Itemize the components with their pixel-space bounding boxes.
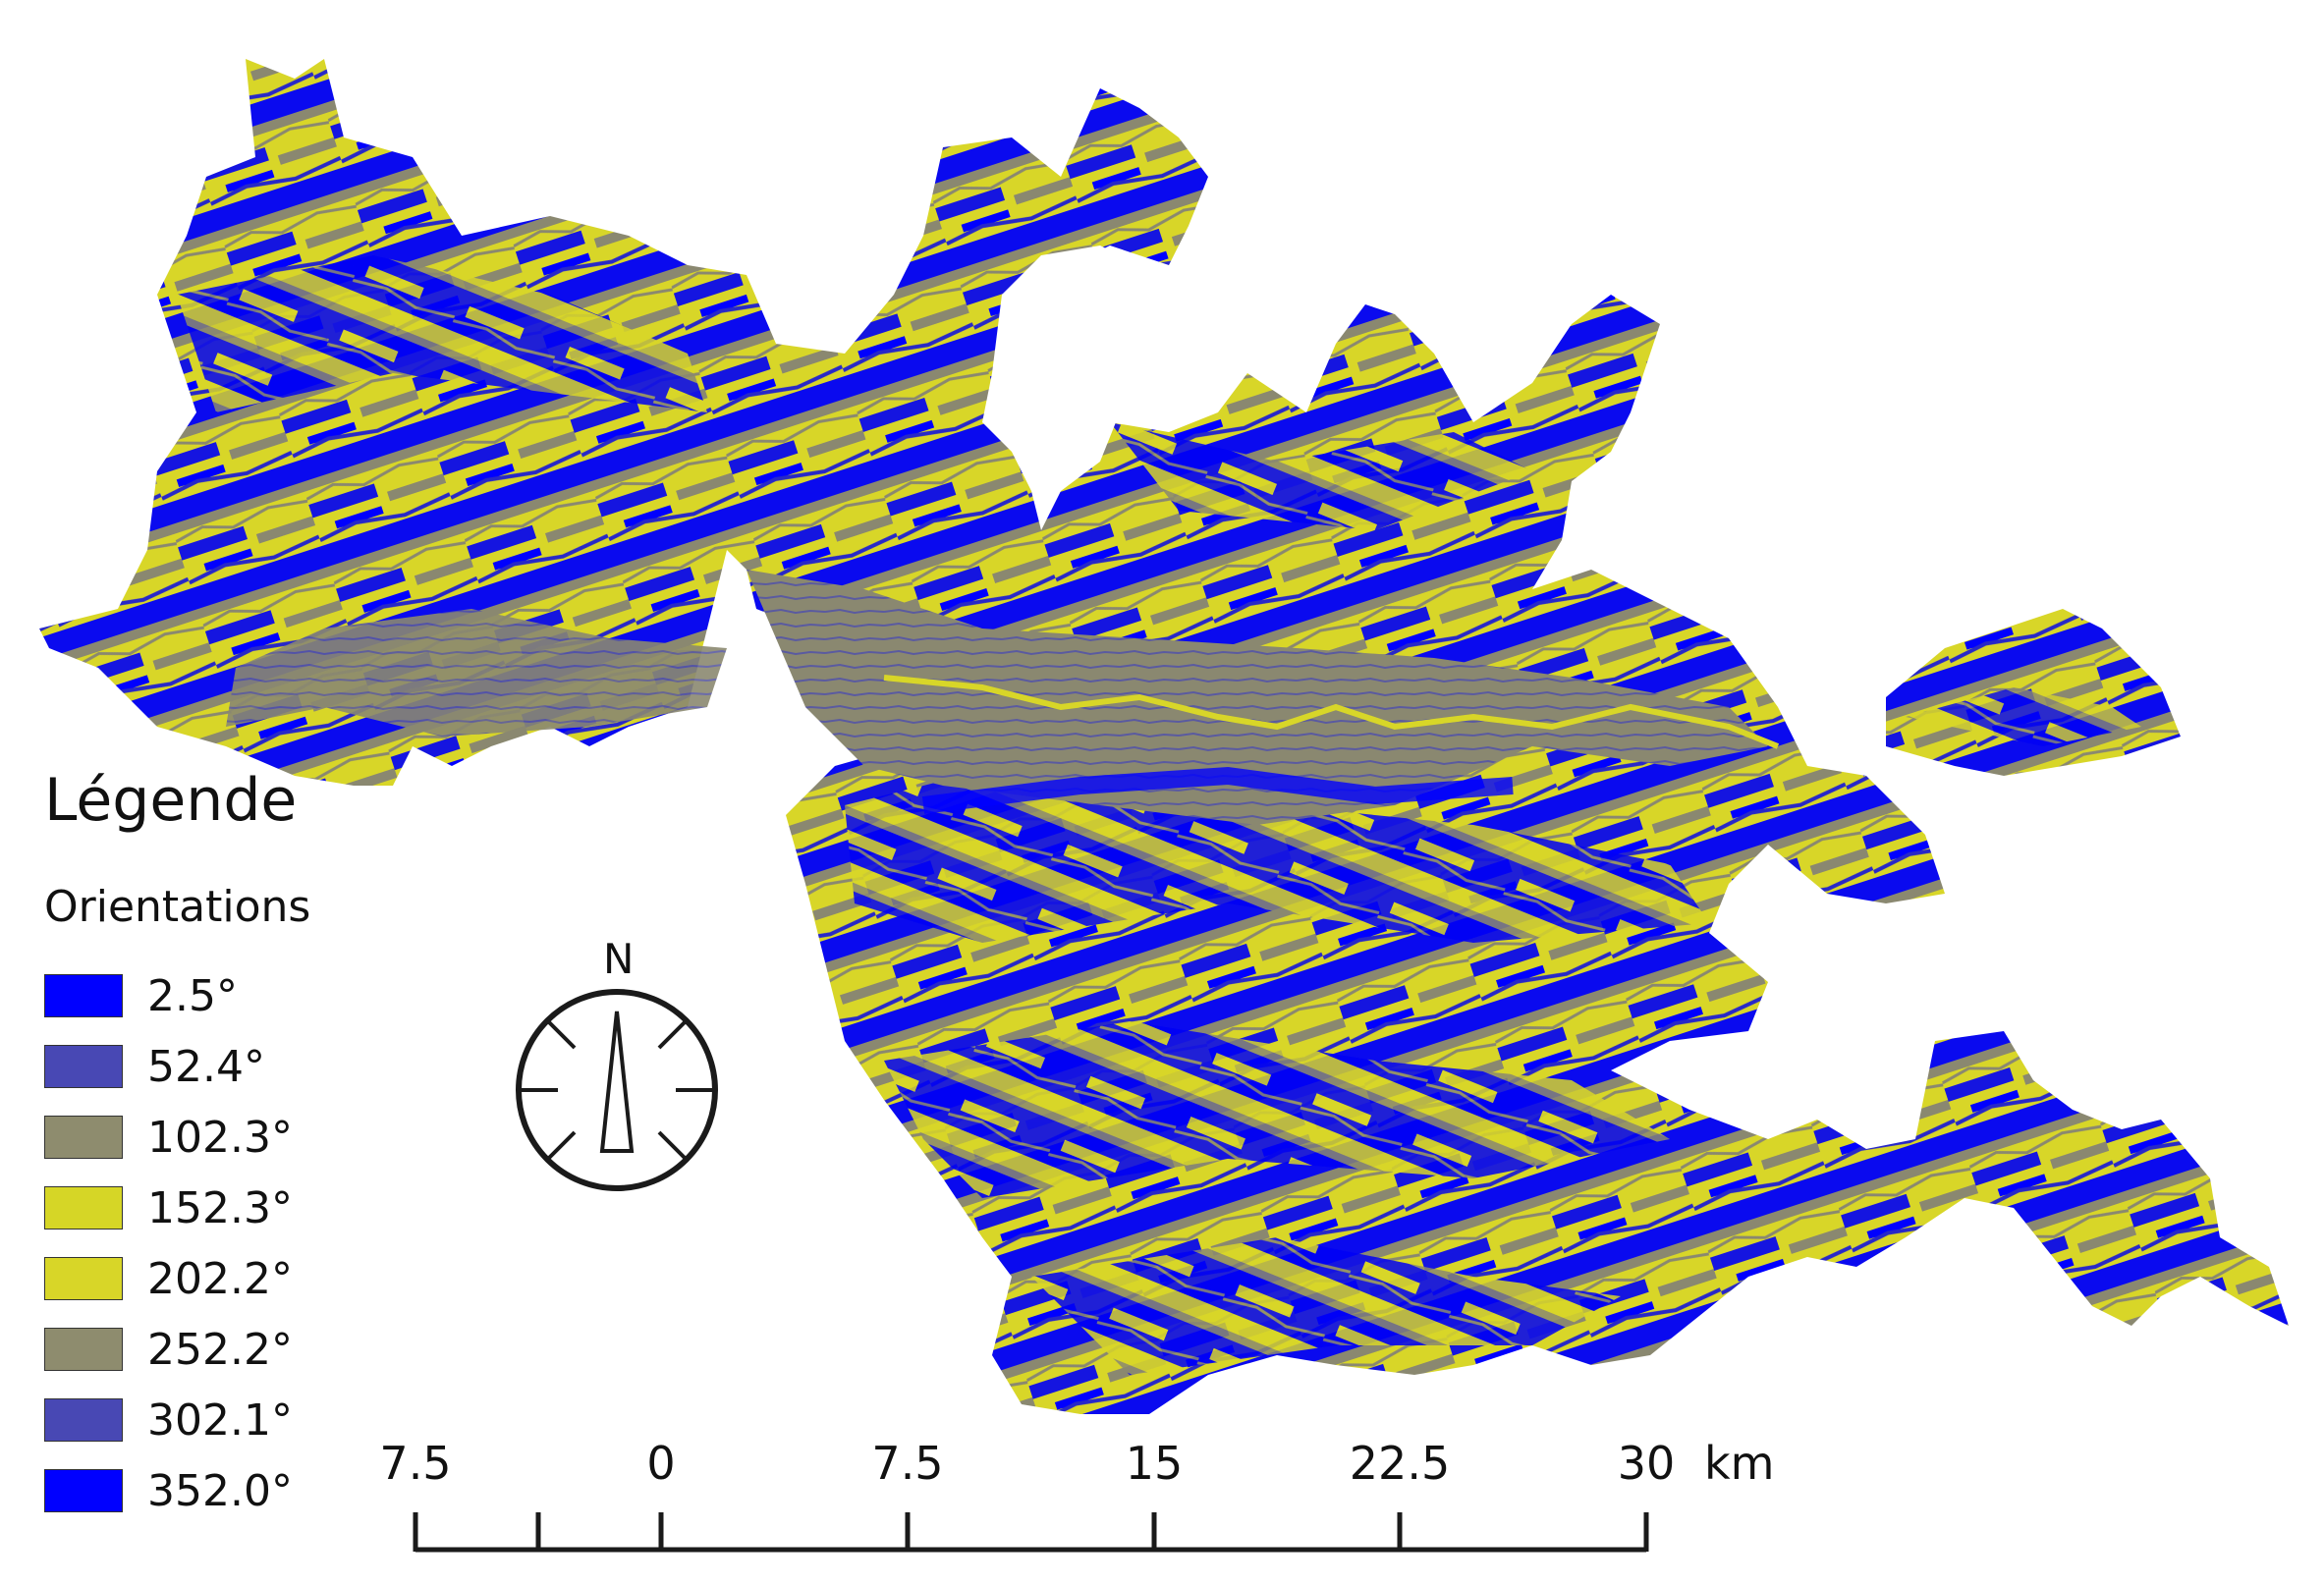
valley-floor — [226, 570, 1780, 825]
legend-swatch — [44, 1469, 123, 1512]
legend-label: 352.0° — [147, 1465, 293, 1516]
north-arrow — [516, 989, 718, 1191]
legend-item: 152.3° — [44, 1173, 293, 1243]
legend-item: 202.2° — [44, 1243, 293, 1314]
scale-bar — [413, 1512, 1649, 1553]
scale-unit: km — [1704, 1437, 1775, 1490]
river — [883, 675, 1780, 749]
legend-subtitle: Orientations — [44, 882, 311, 932]
territory-island — [1886, 609, 2181, 776]
legend-swatch — [44, 1186, 123, 1230]
scale-label: 0 — [646, 1437, 676, 1490]
legend-item: 302.1° — [44, 1385, 293, 1455]
legend-label: 152.3° — [147, 1182, 293, 1233]
legend-label: 252.2° — [147, 1324, 293, 1375]
legend-swatch — [44, 974, 123, 1017]
north-needle — [599, 1011, 635, 1153]
legend-swatch — [44, 1257, 123, 1300]
legend-label: 302.1° — [147, 1394, 293, 1446]
scale-label: 15 — [1125, 1437, 1184, 1490]
legend-item: 2.5° — [44, 960, 293, 1031]
legend-label: 52.4° — [147, 1041, 265, 1092]
scale-label: 7.5 — [871, 1437, 944, 1490]
enclave-hole — [982, 246, 1159, 530]
legend-item: 352.0° — [44, 1455, 293, 1526]
compass-north-label: N — [603, 935, 635, 983]
legend-item: 102.3° — [44, 1102, 293, 1173]
legend-label: 2.5° — [147, 970, 238, 1021]
legend-label: 202.2° — [147, 1253, 293, 1304]
legend-item: 252.2° — [44, 1314, 293, 1385]
scale-label: 30 — [1617, 1437, 1676, 1490]
legend-item: 52.4° — [44, 1031, 293, 1102]
legend-swatch — [44, 1328, 123, 1371]
legend-swatch — [44, 1116, 123, 1159]
legend-swatch — [44, 1045, 123, 1088]
legend: 2.5° 52.4° 102.3° 152.3° 202.2° 252.2° 302.1° 3… — [44, 960, 293, 1526]
scale-label: 7.5 — [379, 1437, 452, 1490]
legend-swatch — [44, 1398, 123, 1442]
legend-label: 102.3° — [147, 1112, 293, 1163]
scale-label: 22.5 — [1349, 1437, 1451, 1490]
legend-title: Légende — [44, 766, 298, 835]
